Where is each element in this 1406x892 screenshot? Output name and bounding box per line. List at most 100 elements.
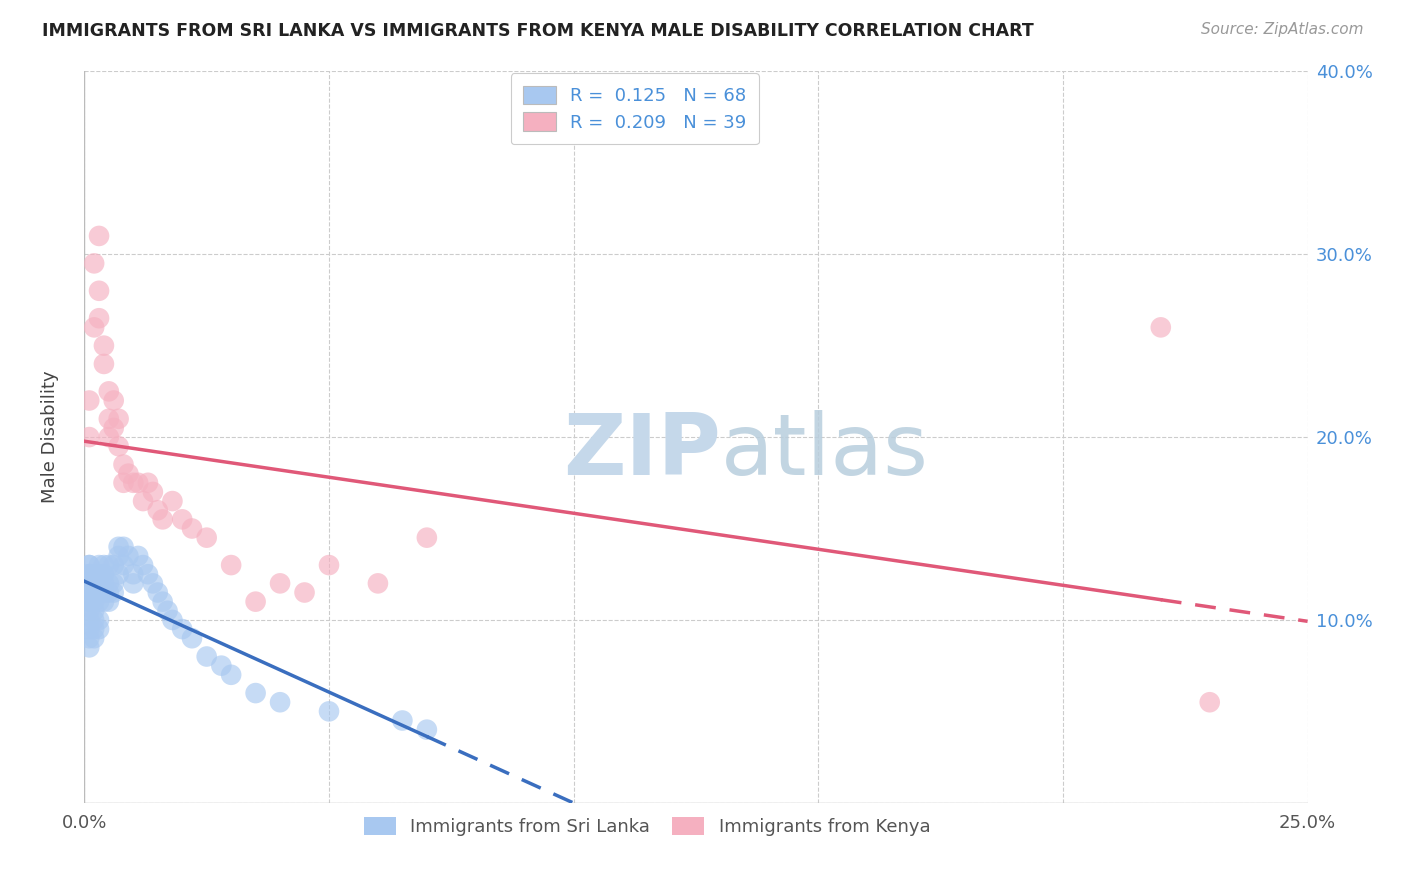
Point — [112, 540, 135, 554]
Point — [87, 622, 110, 636]
Point — [195, 649, 218, 664]
Point — [83, 585, 105, 599]
Text: Source: ZipAtlas.com: Source: ZipAtlas.com — [1201, 22, 1364, 37]
Point — [107, 540, 129, 554]
Point — [162, 494, 184, 508]
Point — [97, 412, 120, 426]
Point — [77, 558, 100, 573]
Point — [172, 512, 194, 526]
Point — [219, 667, 242, 681]
Point — [181, 632, 204, 646]
Point — [83, 576, 105, 591]
Point — [93, 357, 115, 371]
Point — [152, 594, 174, 608]
Point — [142, 576, 165, 591]
Point — [1150, 320, 1173, 334]
Point — [269, 576, 291, 591]
Point — [117, 467, 139, 481]
Point — [122, 475, 145, 490]
Point — [117, 549, 139, 563]
Point — [181, 521, 204, 535]
Point — [77, 594, 100, 608]
Point — [77, 576, 100, 591]
Point — [107, 439, 129, 453]
Point — [107, 567, 129, 582]
Point — [156, 604, 179, 618]
Text: atlas: atlas — [720, 410, 928, 493]
Point — [77, 576, 100, 591]
Point — [83, 613, 105, 627]
Point — [416, 723, 439, 737]
Text: IMMIGRANTS FROM SRI LANKA VS IMMIGRANTS FROM KENYA MALE DISABILITY CORRELATION C: IMMIGRANTS FROM SRI LANKA VS IMMIGRANTS … — [42, 22, 1033, 40]
Point — [1198, 695, 1220, 709]
Point — [93, 338, 115, 352]
Point — [136, 475, 159, 490]
Point — [219, 558, 242, 573]
Point — [93, 594, 115, 608]
Point — [132, 494, 155, 508]
Point — [127, 475, 149, 490]
Point — [77, 393, 100, 408]
Point — [122, 567, 145, 582]
Point — [318, 558, 340, 573]
Point — [97, 384, 120, 399]
Point — [245, 686, 267, 700]
Point — [77, 558, 100, 573]
Point — [93, 558, 115, 573]
Point — [87, 613, 110, 627]
Point — [77, 604, 100, 618]
Point — [87, 567, 110, 582]
Point — [391, 714, 413, 728]
Point — [87, 284, 110, 298]
Point — [83, 632, 105, 646]
Point — [83, 604, 105, 618]
Point — [103, 393, 125, 408]
Point — [195, 531, 218, 545]
Y-axis label: Male Disability: Male Disability — [41, 371, 59, 503]
Point — [107, 412, 129, 426]
Point — [77, 632, 100, 646]
Point — [97, 585, 120, 599]
Point — [103, 576, 125, 591]
Point — [294, 585, 316, 599]
Point — [122, 576, 145, 591]
Point — [162, 613, 184, 627]
Point — [87, 558, 110, 573]
Point — [77, 594, 100, 608]
Point — [83, 256, 105, 270]
Point — [77, 622, 100, 636]
Point — [132, 558, 155, 573]
Point — [127, 549, 149, 563]
Point — [103, 558, 125, 573]
Point — [93, 576, 115, 591]
Point — [77, 567, 100, 582]
Point — [77, 640, 100, 655]
Point — [172, 622, 194, 636]
Point — [77, 430, 100, 444]
Point — [146, 503, 169, 517]
Point — [83, 594, 105, 608]
Point — [103, 585, 125, 599]
Point — [87, 594, 110, 608]
Point — [209, 658, 232, 673]
Legend: Immigrants from Sri Lanka, Immigrants from Kenya: Immigrants from Sri Lanka, Immigrants fr… — [354, 807, 939, 845]
Point — [112, 558, 135, 573]
Point — [83, 320, 105, 334]
Point — [77, 585, 100, 599]
Point — [112, 475, 135, 490]
Text: ZIP: ZIP — [562, 410, 720, 493]
Point — [83, 622, 105, 636]
Point — [112, 458, 135, 472]
Point — [416, 531, 439, 545]
Point — [97, 576, 120, 591]
Point — [93, 585, 115, 599]
Point — [269, 695, 291, 709]
Point — [103, 421, 125, 435]
Point — [97, 594, 120, 608]
Point — [107, 549, 129, 563]
Point — [367, 576, 389, 591]
Point — [152, 512, 174, 526]
Point — [83, 567, 105, 582]
Point — [318, 705, 340, 719]
Point — [136, 567, 159, 582]
